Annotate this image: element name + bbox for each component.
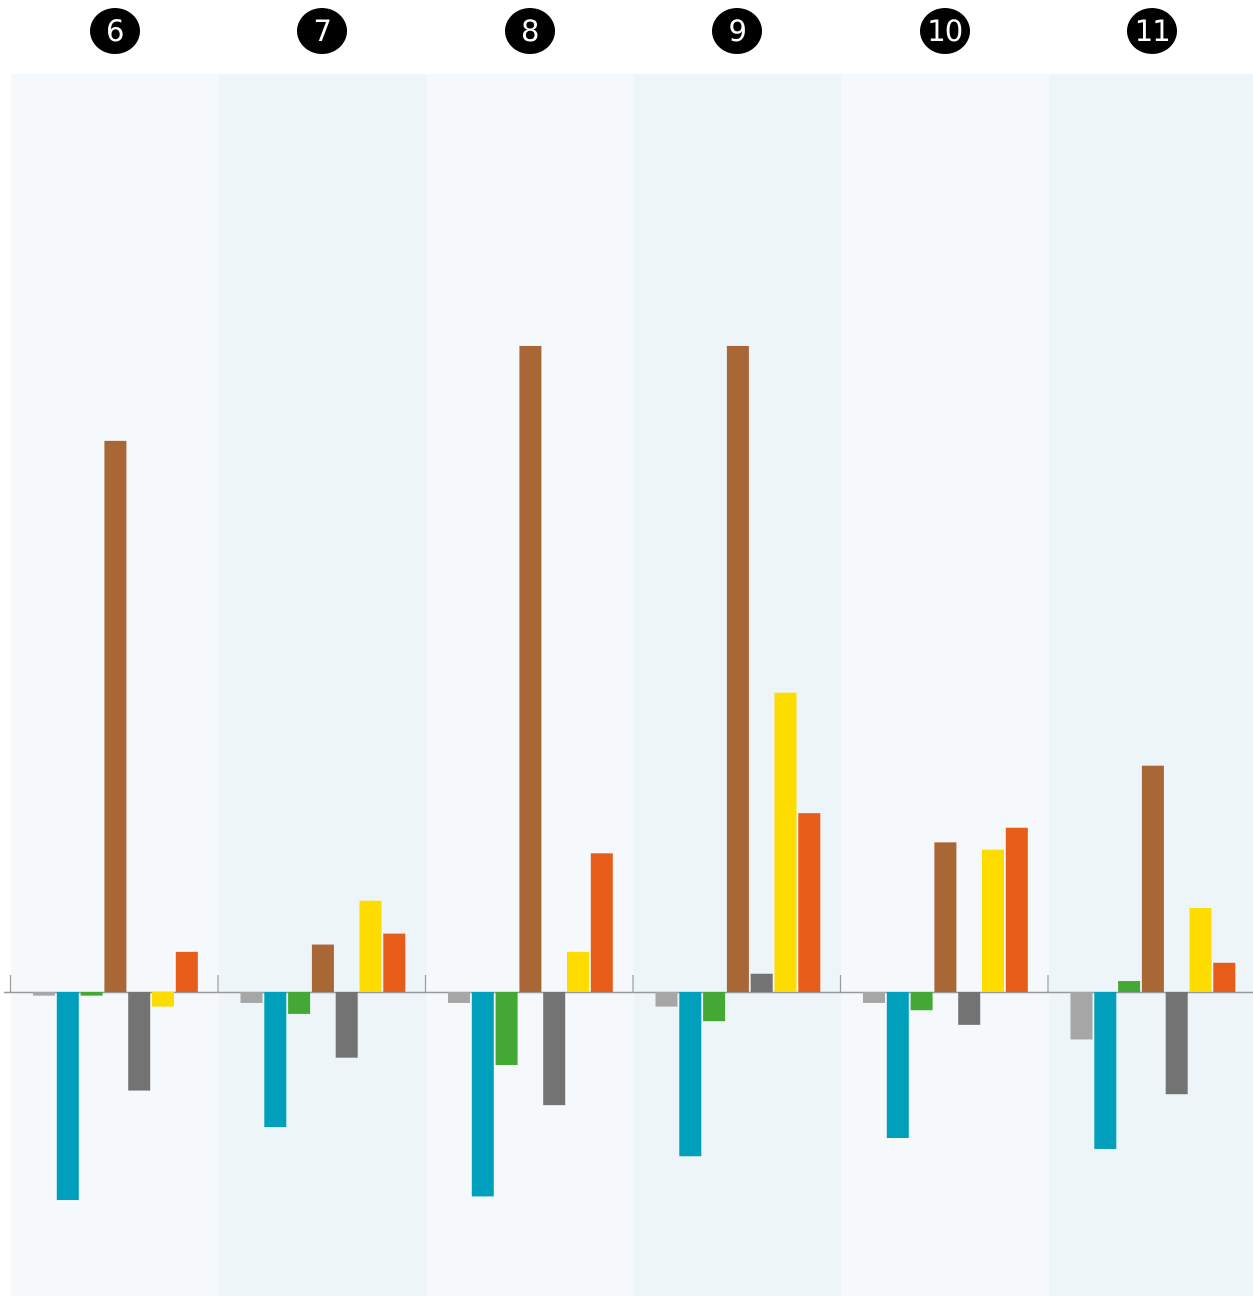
- bar: [958, 992, 981, 1025]
- bar: [152, 992, 174, 1007]
- bar: [1213, 962, 1236, 992]
- bar: [726, 345, 749, 992]
- bar: [590, 853, 613, 992]
- bar: [982, 849, 1004, 992]
- bar: [1141, 765, 1164, 992]
- panel-number-badge: 6: [89, 8, 140, 54]
- bar: [495, 992, 518, 1065]
- bar: [1165, 992, 1188, 1095]
- bar: [679, 992, 702, 1157]
- bar: [288, 992, 311, 1014]
- panel-number-badge: 10: [919, 8, 970, 54]
- bar: [750, 973, 773, 992]
- bar: [910, 992, 933, 1011]
- panel-number-badge: 9: [712, 8, 763, 54]
- bar: [471, 992, 494, 1197]
- bar: [104, 440, 127, 993]
- bar: [80, 992, 103, 996]
- panel-number-badge: 8: [504, 8, 555, 54]
- bar: [655, 992, 678, 1007]
- bar: [33, 992, 55, 996]
- bar: [240, 992, 263, 1003]
- bar: [863, 992, 885, 1003]
- bar: [543, 992, 566, 1106]
- panel-background: [1048, 74, 1253, 1296]
- panel-number-badge: 11: [1127, 8, 1178, 54]
- bar: [56, 992, 79, 1201]
- bar: [175, 951, 198, 992]
- bar: [567, 951, 589, 992]
- bar: [264, 992, 287, 1128]
- bar: [1094, 992, 1117, 1149]
- bar: [934, 842, 957, 992]
- bar: [703, 992, 726, 1022]
- bar: [448, 992, 470, 1003]
- bar: [798, 813, 821, 992]
- bar: [519, 345, 542, 992]
- panel-background: [218, 74, 426, 1296]
- bar: [1189, 908, 1212, 992]
- panel-background: [841, 74, 1049, 1296]
- bar: [1118, 981, 1141, 992]
- bar: [1005, 827, 1028, 992]
- panel-number-badge: 7: [297, 8, 348, 54]
- bar: [128, 992, 151, 1091]
- bar: [886, 992, 909, 1138]
- bar: [335, 992, 358, 1058]
- bar: [359, 900, 382, 992]
- bar: [1070, 992, 1093, 1040]
- bar: [311, 944, 334, 992]
- bar: [774, 692, 797, 992]
- bar: [383, 933, 406, 992]
